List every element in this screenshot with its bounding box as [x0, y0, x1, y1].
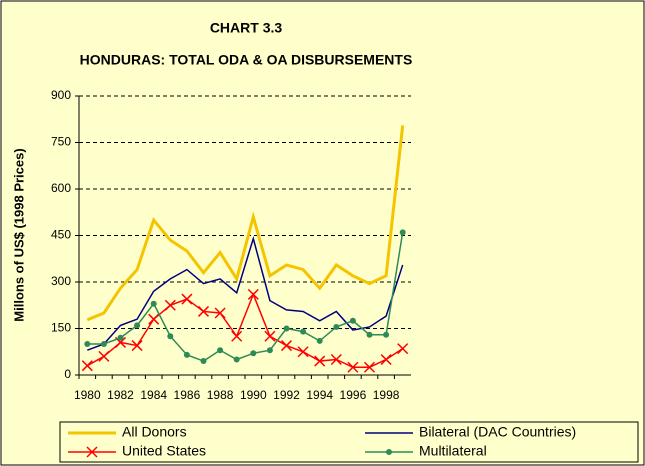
legend-marker [386, 449, 392, 455]
x-tick-label: 1986 [174, 388, 201, 402]
point [250, 350, 257, 357]
point [349, 317, 356, 324]
point [150, 300, 157, 307]
point [231, 330, 243, 342]
series-line [86, 292, 404, 368]
legend-box [59, 421, 639, 463]
point [266, 347, 273, 354]
chart-subtitle: HONDURAS: TOTAL ODA & OA DISBURSEMENTS [80, 52, 413, 68]
x-tick-label: 1982 [107, 388, 134, 402]
x-tick-label: 1998 [373, 388, 400, 402]
y-axis-title: Millons of US$ (1998 Prices) [11, 148, 26, 321]
point [164, 299, 176, 311]
y-tick-label: 600 [51, 181, 71, 195]
point [233, 356, 240, 363]
legend-label: Bilateral (DAC Countries) [419, 424, 576, 440]
point [100, 341, 107, 347]
y-tick-label: 750 [51, 135, 71, 149]
y-tick-label: 900 [51, 88, 71, 102]
x-tick-label: 1980 [74, 388, 101, 402]
point [217, 347, 224, 354]
legend-label: All Donors [122, 424, 187, 440]
point [148, 313, 160, 325]
point [214, 307, 226, 319]
x-tick-label: 1996 [340, 388, 367, 402]
point [383, 331, 390, 338]
y-tick-label: 450 [51, 228, 71, 242]
point [280, 340, 293, 352]
y-tick-label: 150 [51, 321, 71, 335]
point [131, 340, 143, 352]
legend-label: Multilateral [419, 443, 487, 459]
point [197, 305, 210, 317]
x-tick-label: 1994 [306, 388, 333, 402]
x-tick-label: 1992 [273, 388, 300, 402]
point [200, 358, 207, 365]
point [397, 343, 409, 355]
point [380, 353, 392, 366]
x-tick-label: 1988 [207, 388, 234, 402]
point [297, 346, 309, 358]
point [264, 330, 276, 342]
point [316, 337, 323, 344]
point [300, 328, 307, 335]
point [363, 361, 376, 373]
point [117, 334, 124, 341]
point [98, 350, 110, 362]
point [167, 333, 174, 340]
point [399, 229, 406, 236]
series-line [87, 235, 404, 351]
point [333, 323, 340, 330]
point [314, 355, 326, 367]
point [183, 351, 190, 358]
point [81, 360, 93, 372]
point [330, 353, 342, 366]
point [366, 331, 373, 338]
series-line [86, 125, 405, 322]
x-tick-label: 1990 [240, 388, 267, 402]
chart-title: CHART 3.3 [210, 20, 283, 36]
x-tick-label: 1984 [140, 388, 167, 402]
legend-label: United States [122, 443, 206, 459]
point [84, 341, 91, 347]
legend-marker [86, 446, 98, 458]
point [181, 293, 193, 305]
point [134, 322, 141, 329]
point [283, 325, 290, 332]
point [247, 288, 259, 300]
y-tick-label: 0 [64, 367, 71, 381]
point [347, 361, 359, 373]
y-tick-label: 300 [51, 274, 71, 288]
